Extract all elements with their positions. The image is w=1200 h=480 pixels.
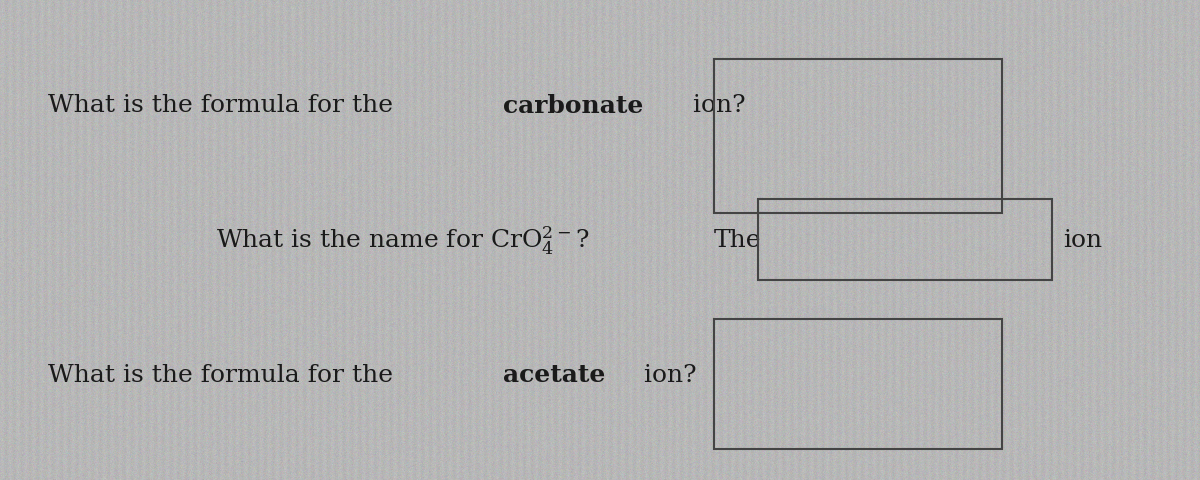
Bar: [714, 60, 1002, 214]
Bar: [758, 199, 1052, 281]
Bar: [714, 319, 1002, 449]
Text: ion?: ion?: [685, 94, 745, 117]
Text: ion: ion: [1063, 228, 1103, 252]
Text: What is the formula for the: What is the formula for the: [48, 363, 401, 386]
Text: acetate: acetate: [504, 362, 606, 386]
Text: carbonate: carbonate: [504, 94, 644, 118]
Text: What is the name for $\mathregular{CrO_4^{2-}}$?: What is the name for $\mathregular{CrO_4…: [216, 224, 589, 256]
Text: What is the formula for the: What is the formula for the: [48, 94, 401, 117]
Text: ion?: ion?: [636, 363, 696, 386]
Text: The: The: [714, 228, 762, 252]
